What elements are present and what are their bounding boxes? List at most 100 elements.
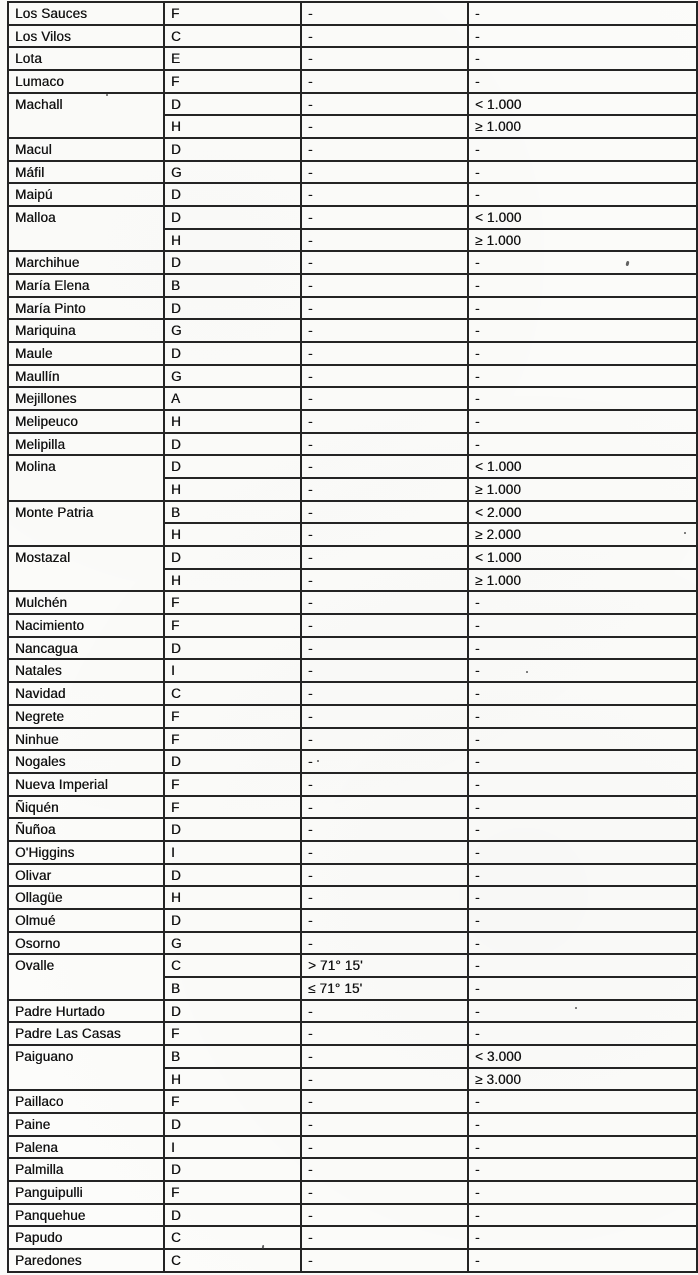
zone-cell: D bbox=[163, 91, 302, 117]
longitude-cell: - bbox=[300, 499, 469, 525]
commune-cell: Paredones bbox=[7, 1247, 165, 1273]
table-row: Osorno G - - bbox=[7, 930, 698, 956]
zone-cell: D bbox=[163, 817, 302, 842]
commune-cell: Monte Patria bbox=[7, 499, 165, 548]
zone-cell: H bbox=[163, 522, 302, 548]
table-row: H - ≥ 1.000 bbox=[8, 567, 698, 593]
zone-cell: G bbox=[163, 363, 302, 389]
commune-cell: Lumaco bbox=[7, 69, 165, 94]
zone-cell: B bbox=[163, 975, 302, 1001]
zone-cell: I bbox=[163, 1134, 302, 1160]
altitude-cell: - bbox=[467, 159, 698, 185]
zone-cell: D bbox=[163, 635, 302, 661]
table-row: María Elena B - - bbox=[7, 273, 698, 298]
table-row: Ñiquén F - - bbox=[7, 794, 698, 820]
longitude-cell: - bbox=[300, 930, 469, 956]
longitude-cell: - bbox=[300, 1111, 469, 1137]
table-row: María Pinto D - - bbox=[7, 295, 698, 321]
longitude-cell: - bbox=[300, 250, 469, 276]
table-row: O'Higgins I - - bbox=[7, 839, 698, 865]
commune-cell: Padre Hurtado bbox=[7, 998, 165, 1024]
table-row: Ninhue F - - bbox=[7, 726, 698, 752]
altitude-cell: - bbox=[467, 46, 698, 72]
altitude-cell: - bbox=[467, 749, 698, 774]
zone-cell: C bbox=[163, 953, 302, 978]
longitude-cell: - bbox=[300, 409, 469, 434]
commune-cell: Ollagüe bbox=[7, 885, 165, 910]
commune-cell: Paiguano bbox=[7, 1043, 165, 1092]
longitude-cell: - bbox=[300, 1157, 469, 1182]
zone-cell: I bbox=[163, 658, 302, 684]
altitude-cell: - bbox=[467, 998, 698, 1024]
altitude-cell: ≥ 1.000 bbox=[467, 114, 698, 140]
commune-cell: Melipilla bbox=[7, 431, 165, 457]
table-row: Mariquina G - - bbox=[7, 318, 698, 344]
zone-cell: C bbox=[163, 681, 302, 706]
commune-cell: Paillaco bbox=[7, 1089, 165, 1114]
zone-cell: D bbox=[163, 205, 302, 230]
zone-cell: F bbox=[163, 771, 302, 797]
commune-cell: Macul bbox=[7, 137, 165, 162]
table-row: Maipú D - - bbox=[7, 182, 698, 208]
table-row: Los Sauces F - - bbox=[7, 1, 698, 26]
longitude-cell: - bbox=[300, 794, 469, 820]
zone-cell: A bbox=[163, 386, 302, 412]
altitude-cell: - bbox=[467, 613, 698, 638]
zone-cell: F bbox=[163, 69, 302, 94]
commune-cell: Machall bbox=[7, 91, 165, 140]
table-row: Paine D - - bbox=[7, 1111, 698, 1137]
longitude-cell: - bbox=[300, 114, 469, 140]
longitude-cell: - bbox=[300, 613, 469, 638]
altitude-cell: - bbox=[467, 341, 698, 366]
altitude-cell: < 2.000 bbox=[467, 499, 698, 525]
altitude-cell: - bbox=[467, 182, 698, 208]
table-row: H - ≥ 1.000 bbox=[8, 114, 698, 140]
altitude-cell: - bbox=[467, 1247, 698, 1273]
zone-cell: B bbox=[163, 273, 302, 298]
commune-cell: María Elena bbox=[7, 273, 165, 298]
commune-cell: Olivar bbox=[7, 862, 165, 888]
zone-cell: C bbox=[163, 1247, 302, 1273]
commune-cell: Panquehue bbox=[7, 1202, 165, 1228]
longitude-cell: - bbox=[300, 1066, 469, 1092]
altitude-cell: - bbox=[467, 590, 698, 616]
longitude-cell: - bbox=[300, 386, 469, 412]
altitude-cell: ≥ 1.000 bbox=[467, 227, 698, 253]
zone-cell: D bbox=[163, 295, 302, 321]
altitude-cell: - bbox=[467, 1, 698, 26]
zone-cell: F bbox=[163, 794, 302, 820]
table-row: Panguipulli F - - bbox=[7, 1179, 698, 1205]
zone-cell: D bbox=[163, 182, 302, 208]
longitude-cell: - bbox=[300, 182, 469, 208]
zone-cell: F bbox=[163, 726, 302, 752]
altitude-cell: - bbox=[467, 975, 698, 1001]
scan-speck bbox=[575, 1007, 577, 1009]
longitude-cell: - bbox=[300, 726, 469, 752]
commune-cell: Olmué bbox=[7, 907, 165, 933]
altitude-cell: - bbox=[467, 1202, 698, 1228]
commune-cell: Mariquina bbox=[7, 318, 165, 344]
longitude-cell: - bbox=[300, 341, 469, 366]
table-row: H - ≥ 1.000 bbox=[8, 477, 698, 502]
table-row: H - ≥ 3.000 bbox=[8, 1066, 698, 1092]
longitude-cell: > 71° 15' bbox=[300, 953, 469, 978]
longitude-cell: - bbox=[300, 1134, 469, 1160]
table-row: Ñuñoa D - - bbox=[7, 817, 698, 842]
commune-cell: O'Higgins bbox=[7, 839, 165, 865]
altitude-cell: - bbox=[467, 930, 698, 956]
altitude-cell: - bbox=[467, 1225, 698, 1250]
longitude-cell: - bbox=[300, 839, 469, 865]
zone-cell: D bbox=[163, 250, 302, 276]
zone-cell: B bbox=[163, 1043, 302, 1069]
table-row: Mostazal D - < 1.000 bbox=[7, 545, 698, 593]
commune-cell: Mostazal bbox=[7, 545, 165, 593]
altitude-cell: - bbox=[467, 771, 698, 797]
altitude-cell: - bbox=[467, 431, 698, 457]
commune-cell: Maipú bbox=[7, 182, 165, 208]
altitude-cell: < 1.000 bbox=[467, 205, 698, 230]
table-row: Macul D - - bbox=[7, 137, 698, 162]
altitude-cell: - bbox=[467, 658, 698, 684]
longitude-cell: - bbox=[300, 749, 469, 774]
table-row: Nacimiento F - - bbox=[7, 613, 698, 638]
